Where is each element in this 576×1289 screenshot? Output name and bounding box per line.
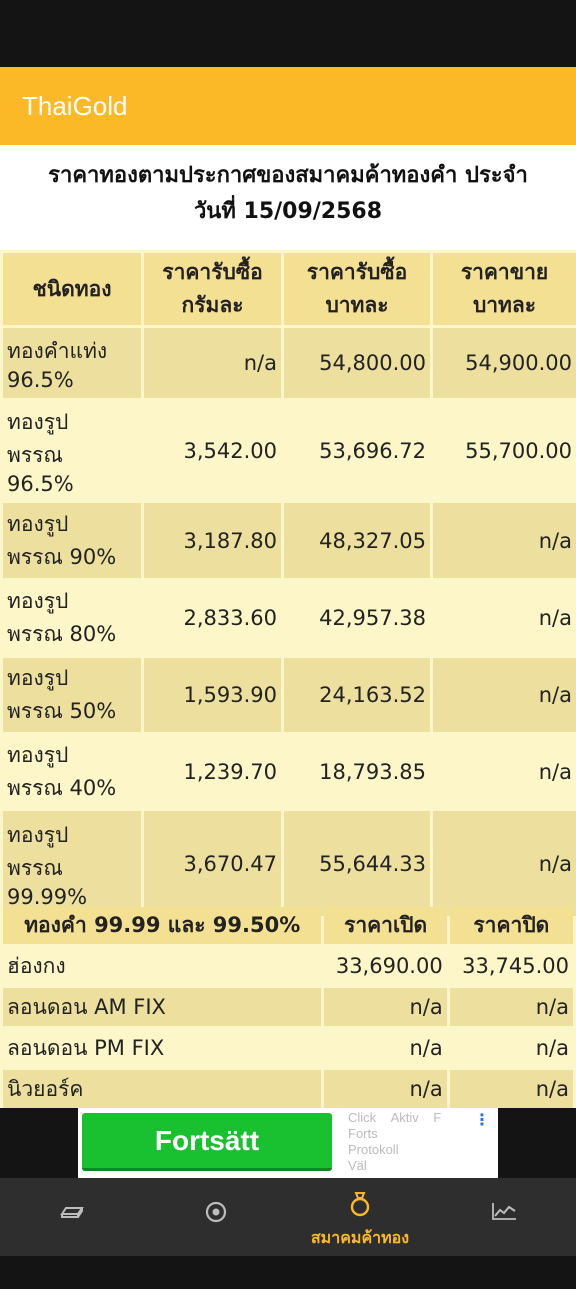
gold-type-line: พรรณ 50% (7, 699, 117, 723)
nav-item-chart[interactable] (432, 1178, 576, 1256)
bottom-area: Fortsätt Click Aktiv F Forts Protokoll V… (0, 1108, 576, 1289)
table-row: นิวยอร์ค n/a n/a (3, 1070, 573, 1108)
nav-label-association: สมาคมค้าทอง (310, 1228, 410, 1247)
table-row: ทองรูป พรรณ 50% 1,593.90 24,163.52 n/a (3, 658, 576, 732)
nav-item-gold-bar[interactable] (0, 1178, 144, 1256)
bottom-navigation: สมาคมค้าทอง (0, 1178, 576, 1256)
header-gold-type: ชนิดทอง (3, 253, 141, 325)
header-sell-baht: ราคาขาย บาทละ (433, 253, 576, 325)
open-price-cell: n/a (324, 1029, 447, 1067)
market-cell: ฮ่องกง (3, 947, 322, 985)
open-price-cell: n/a (324, 1070, 447, 1108)
buy-baht-cell: 48,327.05 (284, 503, 430, 578)
sell-baht-cell: n/a (433, 811, 576, 916)
table-row: ทองรูป พรรณ 40% 1,239.70 18,793.85 n/a (3, 735, 576, 808)
nav-item-association[interactable]: สมาคมค้าทอง (288, 1178, 432, 1256)
gold-type-cell: ทองรูปพรรณ 80% (3, 581, 141, 655)
table-row: ลอนดอน PM FIX n/a n/a (3, 1029, 573, 1067)
close-price-cell: n/a (449, 1029, 573, 1067)
sell-baht-cell: n/a (433, 735, 576, 808)
header-open: ราคาเปิด (324, 907, 447, 944)
buy-gram-cell: 3,187.80 (144, 503, 281, 578)
close-price-cell: 33,745.00 (449, 947, 573, 985)
gold-type-line: พรรณ 40% (7, 775, 117, 800)
close-price-cell: n/a (449, 988, 573, 1026)
sell-baht-cell: 55,700.00 (433, 401, 576, 500)
header-buy-baht: ราคารับซื้อ บาทละ (284, 253, 430, 325)
ad-options-icon[interactable]: ⋮ (474, 1110, 490, 1129)
table-row: ทองรูปพรรณ 96.5% 3,542.00 53,696.72 55,700.0… (3, 401, 576, 500)
gold-type-line: ทองรูป (7, 589, 69, 613)
gold-type-cell: ทองคำแท่ง 96.5% (3, 328, 141, 398)
sell-baht-cell: n/a (433, 503, 576, 578)
ad-small-text: Click Aktiv F Forts Protokoll Väl (348, 1110, 442, 1173)
buy-baht-cell: 24,163.52 (284, 658, 430, 732)
world-price-table: ทองคำ 99.99 และ 99.50% ราคาเปิด ราคาปิด … (0, 904, 576, 1108)
gold-type-line: 96.5% (7, 471, 74, 496)
target-icon (144, 1200, 288, 1230)
gold-type-cell: ทองรูปพรรณ 40% (3, 735, 141, 808)
gold-type-cell: ทองรูปพรรณ 99.99% (3, 811, 141, 916)
gold-type-line: ทองรูป (7, 409, 69, 434)
ad-banner[interactable]: Fortsätt Click Aktiv F Forts Protokoll V… (78, 1108, 498, 1178)
market-cell: นิวยอร์ค (3, 1070, 322, 1108)
app-bar: ThaiGold (0, 67, 576, 145)
sell-baht-cell: n/a (433, 581, 576, 655)
table-row: ทองคำแท่ง 96.5% n/a 54,800.00 54,900.00 (3, 328, 576, 398)
header-buy-gram: ราคารับซื้อ กรัมละ (144, 253, 281, 325)
gold-type-line: 99.99% (7, 884, 88, 909)
gold-type-line: ทองรูป (7, 822, 69, 847)
market-cell: ลอนดอน AM FIX (3, 988, 322, 1026)
page-heading: ราคาทองตามประกาศของสมาคมค้าทองคำ ประจำ ว… (0, 150, 576, 250)
gold-bar-icon (0, 1200, 144, 1230)
ad-continue-button[interactable]: Fortsätt (82, 1113, 332, 1171)
gold-type-line: พรรณ (7, 442, 63, 467)
gold-type-line: พรรณ (7, 855, 63, 880)
app-title: ThaiGold (22, 91, 128, 121)
buy-gram-cell: 3,542.00 (144, 401, 281, 500)
heading-line-2: วันที่ 15/09/2568 (193, 199, 383, 224)
sell-baht-cell: n/a (433, 658, 576, 732)
table-row: ทองรูป พรรณ 90% 3,187.80 48,327.05 n/a (3, 503, 576, 578)
table-row: ลอนดอน AM FIX n/a n/a (3, 988, 573, 1026)
heading-line-1: ราคาทองตามประกาศของสมาคมค้าทองคำ ประจำ (48, 163, 528, 188)
gold-type-line: ทองคำแท่ง (7, 338, 108, 363)
open-price-cell: n/a (324, 988, 447, 1026)
chart-line-icon (432, 1200, 576, 1230)
gold-type-cell: ทองรูปพรรณ 96.5% (3, 401, 141, 500)
gold-type-cell: ทองรูปพรรณ 90% (3, 503, 141, 578)
gold-type-cell: ทองรูปพรรณ 50% (3, 658, 141, 732)
nav-item-target[interactable] (144, 1178, 288, 1256)
gold-type-line: ทองรูป (7, 742, 69, 767)
buy-baht-cell: 42,957.38 (284, 581, 430, 655)
header-world-market: ทองคำ 99.99 และ 99.50% (3, 907, 322, 944)
open-price-cell: 33,690.00 (324, 947, 447, 985)
buy-baht-cell: 53,696.72 (284, 401, 430, 500)
ring-icon (288, 1190, 432, 1220)
system-nav-bar (0, 1256, 576, 1289)
table-row: ทองรูปพรรณ 99.99% 3,670.47 55,644.33 n/a (3, 811, 576, 916)
close-price-cell: n/a (449, 1070, 573, 1108)
buy-baht-cell: 54,800.00 (284, 328, 430, 398)
gold-type-line: ทองรูป (7, 511, 69, 536)
buy-baht-cell: 55,644.33 (284, 811, 430, 916)
buy-gram-cell: n/a (144, 328, 281, 398)
buy-gram-cell: 3,670.47 (144, 811, 281, 916)
header-close: ราคาปิด (449, 907, 573, 944)
buy-gram-cell: 2,833.60 (144, 581, 281, 655)
gold-type-line: 96.5% (7, 367, 74, 392)
status-bar (0, 0, 576, 67)
gold-type-line: ทองรูป (7, 666, 69, 690)
gold-type-line: พรรณ 90% (7, 544, 117, 569)
market-cell: ลอนดอน PM FIX (3, 1029, 322, 1067)
gold-price-table: ชนิดทอง ราคารับซื้อ กรัมละ ราคารับซื้อ บาท… (0, 250, 576, 919)
gold-type-line: พรรณ 80% (7, 622, 117, 646)
buy-gram-cell: 1,593.90 (144, 658, 281, 732)
table-row: ทองรูป พรรณ 80% 2,833.60 42,957.38 n/a (3, 581, 576, 655)
buy-baht-cell: 18,793.85 (284, 735, 430, 808)
table-row: ฮ่องกง 33,690.00 33,745.00 (3, 947, 573, 985)
sell-baht-cell: 54,900.00 (433, 328, 576, 398)
buy-gram-cell: 1,239.70 (144, 735, 281, 808)
price-content[interactable]: ชนิดทอง ราคารับซื้อ กรัมละ ราคารับซื้อ บาท… (0, 250, 576, 1108)
